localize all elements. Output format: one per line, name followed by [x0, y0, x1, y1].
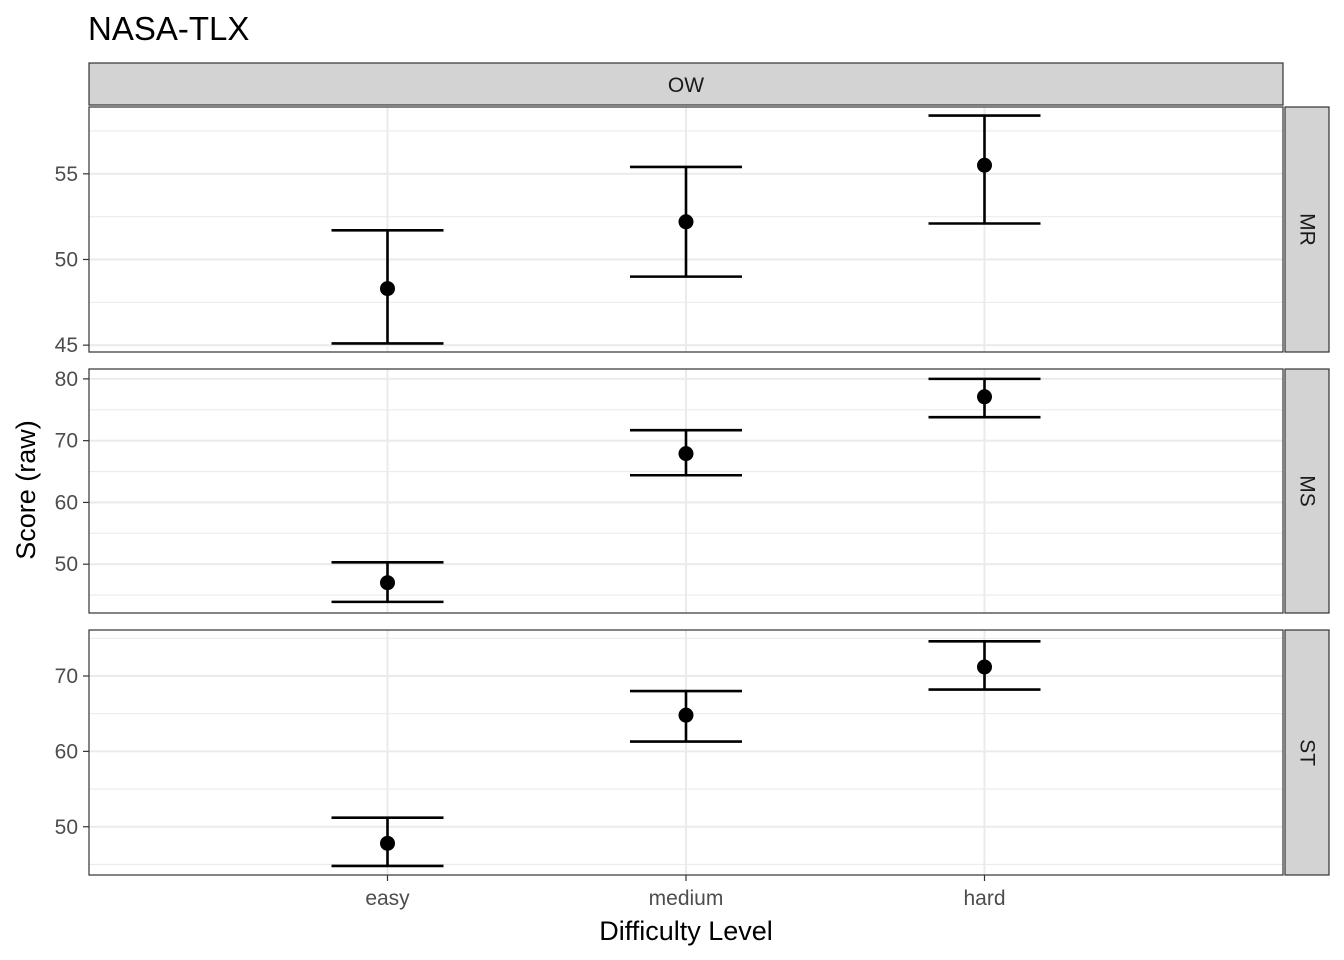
- chart-title: NASA-TLX: [88, 10, 249, 47]
- mean-point-medium: [678, 707, 694, 723]
- mean-point-hard: [977, 157, 992, 173]
- mean-point-medium: [678, 214, 694, 230]
- y-tick-label: 50: [55, 553, 78, 576]
- row-strip-MR: [1284, 106, 1330, 353]
- y-tick-label: 60: [55, 740, 78, 763]
- y-tick-label: 45: [55, 334, 78, 357]
- row-strip-label: ST: [1296, 739, 1319, 766]
- panel-border: [88, 368, 1284, 614]
- column-strip-label: OW: [668, 74, 704, 97]
- mean-point-easy: [380, 835, 395, 851]
- x-tick-label: hard: [963, 887, 1005, 910]
- mean-point-hard: [977, 659, 992, 675]
- x-axis-title: Difficulty Level: [599, 916, 773, 946]
- mean-point-easy: [380, 575, 395, 591]
- y-tick-label: 55: [55, 163, 78, 186]
- row-strip-ST: [1284, 629, 1330, 876]
- y-tick-label: 50: [55, 816, 78, 839]
- row-strip-MS: [1284, 368, 1330, 614]
- y-axis-title: Score (raw): [11, 420, 41, 560]
- mean-point-medium: [678, 446, 694, 462]
- row-strip-label: MR: [1296, 213, 1319, 246]
- column-strip: [88, 62, 1284, 106]
- panels: 45 50 55 MR 50 60 70 80 MS 50 60 70 ST easy medium hard: [55, 106, 1330, 910]
- panel-MR: 45 50 55 MR: [55, 106, 1330, 357]
- panel-ST: 50 60 70 ST: [55, 629, 1330, 876]
- x-tick-label: medium: [649, 887, 724, 910]
- x-tick-label: easy: [365, 887, 410, 910]
- y-tick-label: 70: [55, 430, 78, 453]
- row-strip-label: MS: [1296, 475, 1319, 507]
- panel-MS: 50 60 70 80 MS: [55, 368, 1330, 614]
- panel-border: [88, 106, 1284, 353]
- y-tick-label: 80: [55, 368, 78, 391]
- mean-point-hard: [977, 389, 992, 405]
- mean-point-easy: [380, 281, 395, 297]
- y-tick-label: 50: [55, 248, 78, 271]
- y-tick-label: 70: [55, 665, 78, 688]
- y-tick-label: 60: [55, 491, 78, 514]
